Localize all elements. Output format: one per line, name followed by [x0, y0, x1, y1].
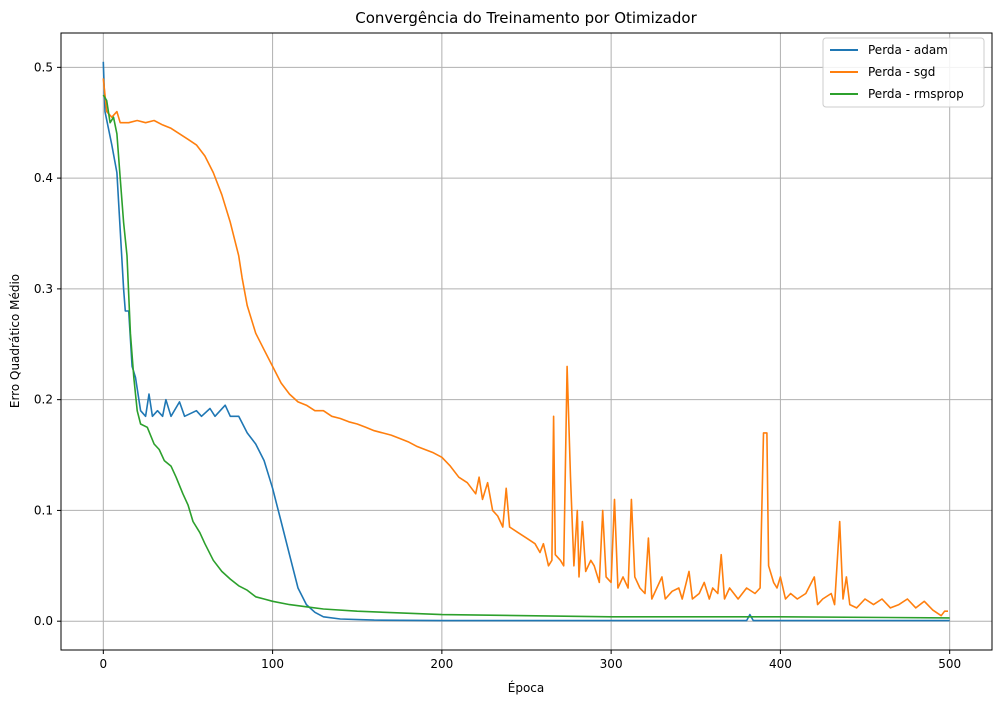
y-tick-label: 0.4 [34, 171, 53, 185]
y-tick-label: 0.2 [34, 393, 53, 407]
x-tick-label: 500 [938, 657, 961, 671]
axis-ticks: 0 100 200 300 400 500 0.0 0.1 0.2 0.3 0.4 0.5 [34, 60, 961, 671]
legend-box [822, 37, 985, 108]
x-tick-label: 100 [261, 657, 284, 671]
x-tick-label: 400 [769, 657, 792, 671]
legend-label: Perda - rmsprop [868, 87, 964, 101]
legend: Perda - adam Perda - sgd Perda - rmsprop [822, 37, 985, 108]
x-axis-label: Época [508, 680, 545, 695]
series-line-rmsprop [102, 94, 950, 619]
legend-label: Perda - sgd [868, 65, 935, 79]
chart-title: Convergência do Treinamento por Otimizad… [355, 9, 697, 27]
plot-frame [60, 32, 993, 651]
series-line-sgd [102, 78, 948, 617]
grid [61, 33, 992, 650]
y-tick-label: 0.5 [34, 60, 53, 74]
y-tick-label: 0.0 [34, 614, 53, 628]
x-tick-label: 300 [600, 657, 623, 671]
series-lines [102, 61, 950, 622]
y-axis-label: Erro Quadrático Médio [8, 274, 22, 408]
series-line-adam [102, 61, 950, 622]
x-tick-label: 200 [430, 657, 453, 671]
x-tick-label: 0 [99, 657, 107, 671]
y-tick-label: 0.1 [34, 503, 53, 517]
legend-label: Perda - adam [868, 43, 948, 57]
y-tick-label: 0.3 [34, 282, 53, 296]
